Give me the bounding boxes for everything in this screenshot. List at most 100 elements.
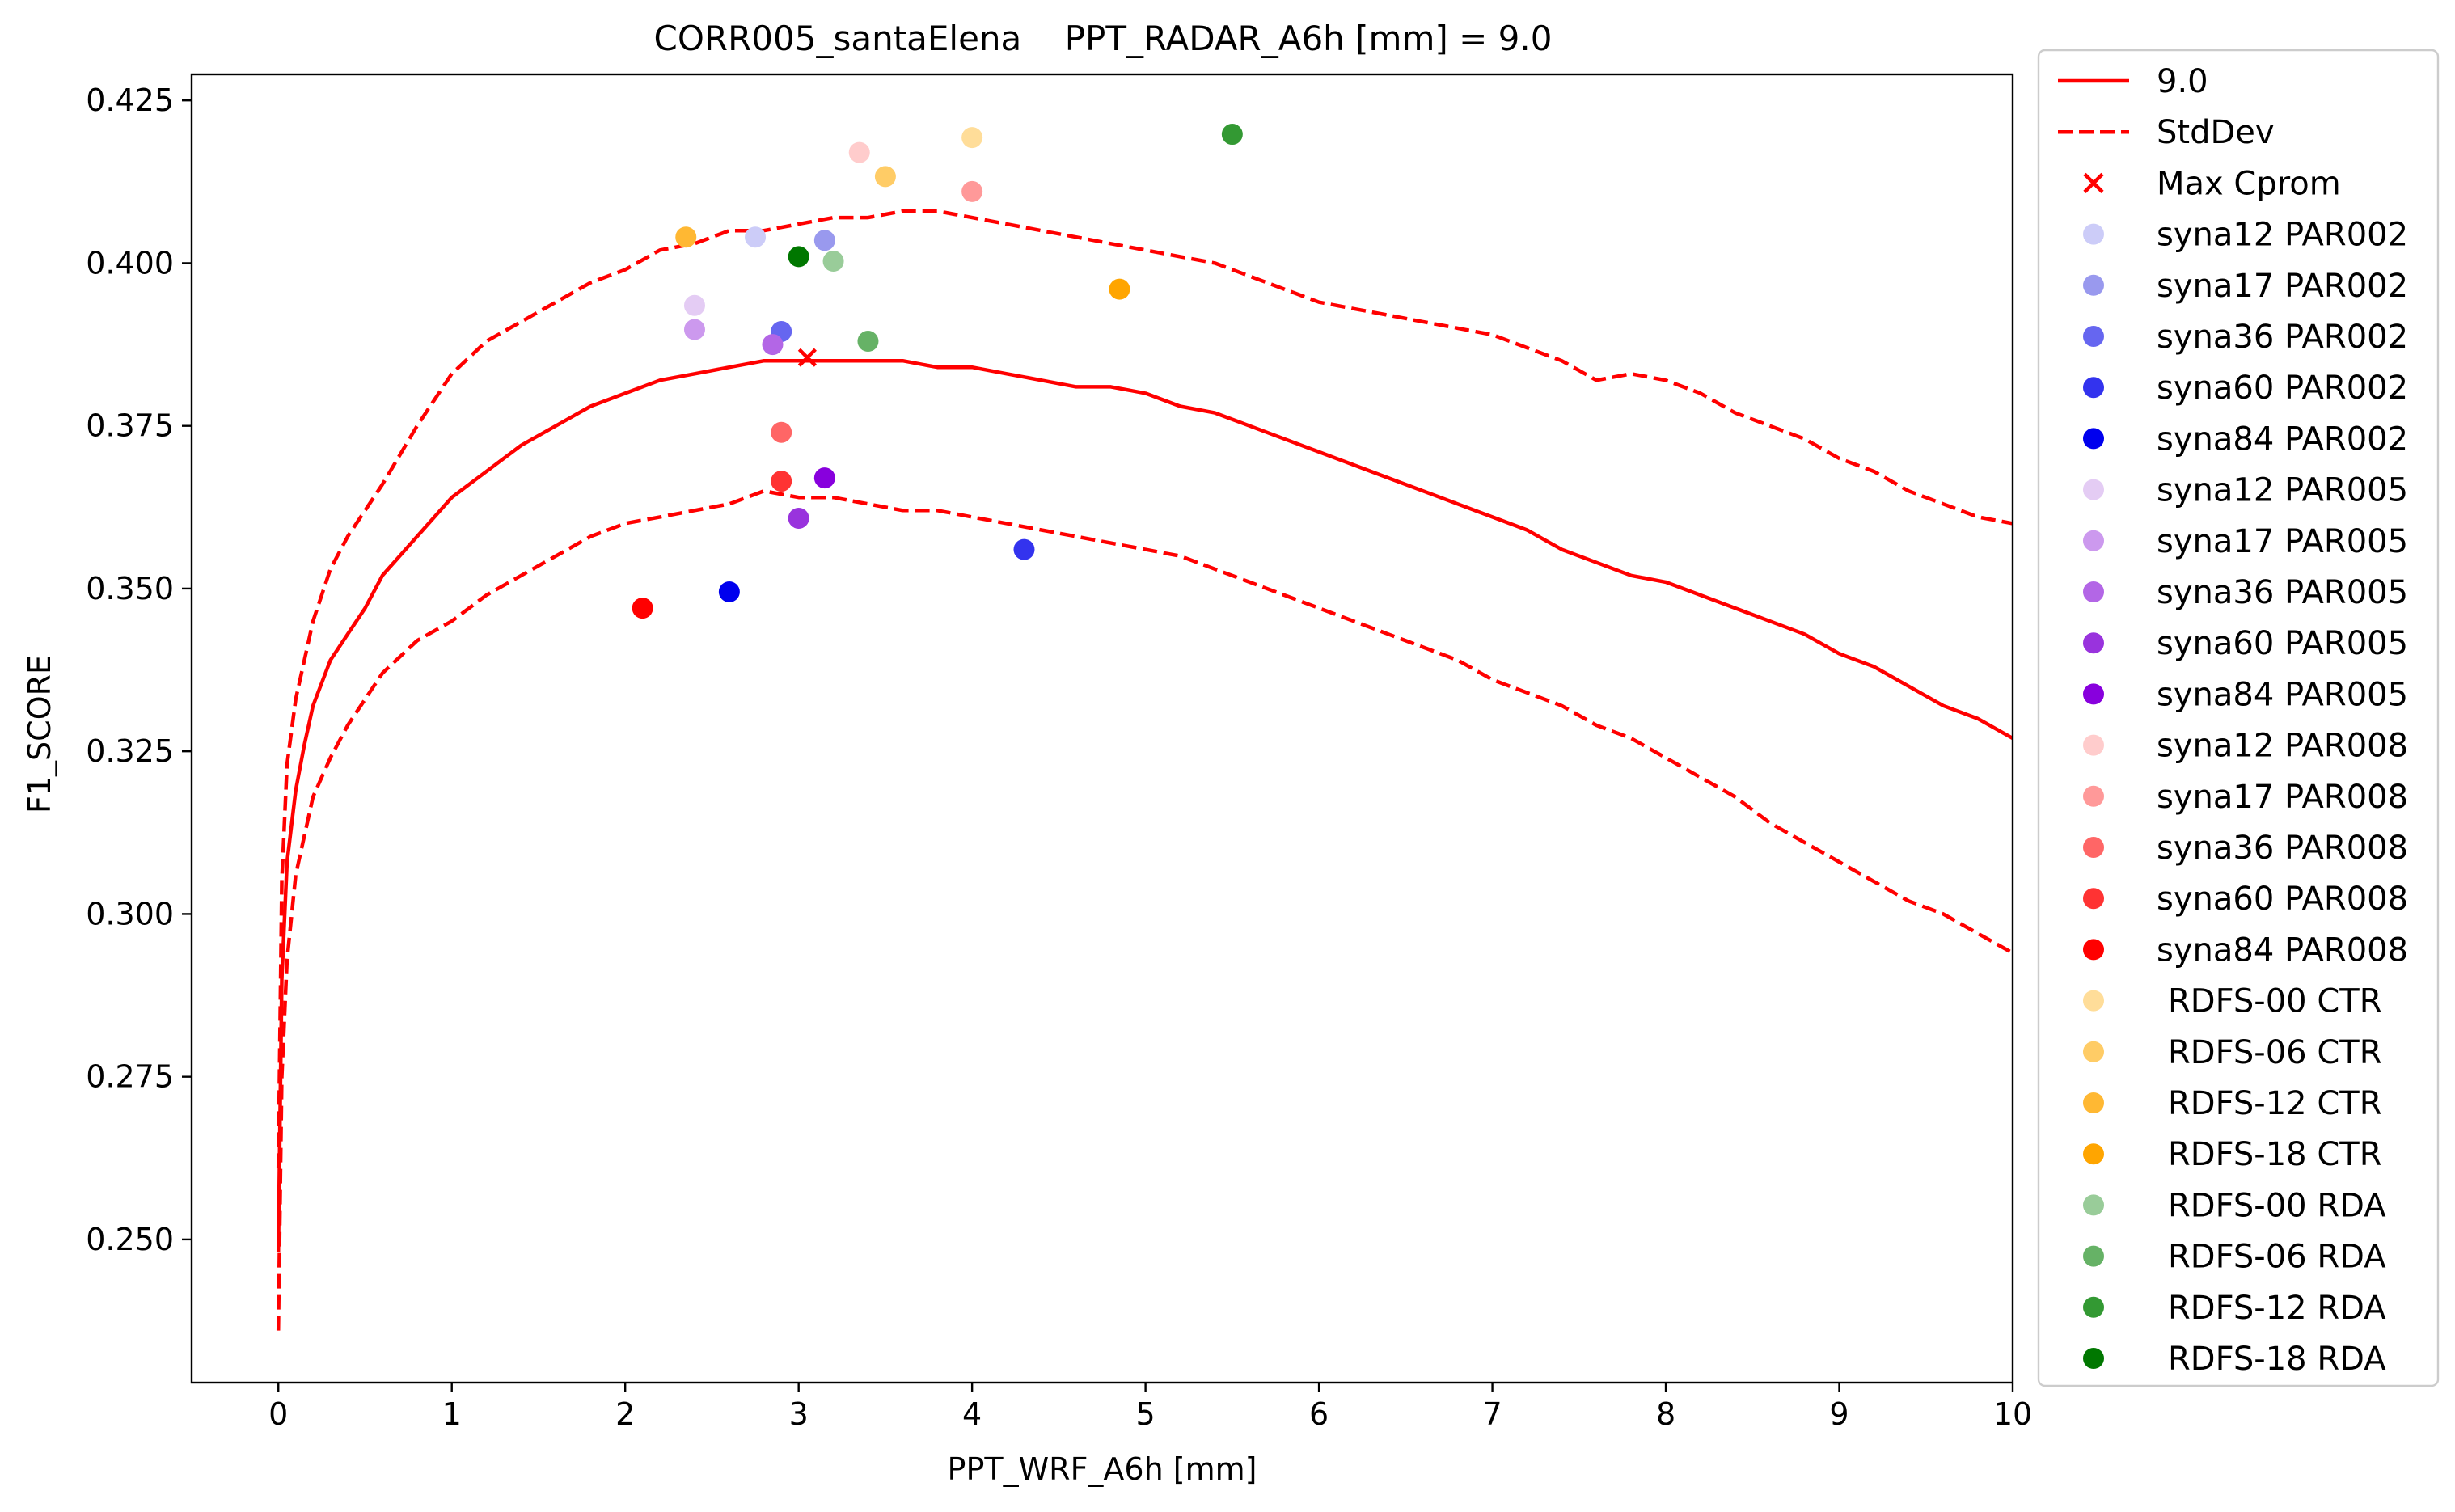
- x-tick-label: 1: [442, 1396, 462, 1432]
- scatter-point-rdfs-00-rda: [822, 251, 844, 272]
- x-tick-label: 4: [962, 1396, 982, 1432]
- legend-label: syna36 PAR005: [2157, 574, 2408, 611]
- x-tick-label: 6: [1309, 1396, 1329, 1432]
- legend-marker-dot: [2083, 1194, 2104, 1216]
- legend-item: StdDev: [2058, 114, 2275, 151]
- legend-item: RDFS-12 CTR: [2083, 1085, 2382, 1122]
- x-tick-label: 10: [1993, 1396, 2032, 1432]
- legend-item: syna60 PAR002: [2083, 370, 2408, 407]
- legend-item: RDFS-18 RDA: [2083, 1341, 2386, 1378]
- legend-label: syna60 PAR008: [2157, 881, 2408, 918]
- legend-label: syna17 PAR002: [2157, 268, 2408, 305]
- legend-item: syna84 PAR008: [2083, 931, 2408, 969]
- legend-marker-dot: [2083, 1092, 2104, 1113]
- legend-marker-dot: [2083, 888, 2104, 910]
- scatter-point-syna12-par002: [745, 226, 767, 248]
- legend-marker-dot: [2083, 530, 2104, 551]
- y-tick-label: 0.250: [86, 1222, 174, 1257]
- stddev-line-1: [276, 209, 2013, 1168]
- legend-item: RDFS-00 RDA: [2083, 1187, 2386, 1224]
- scatter-point-syna36-par005: [762, 334, 784, 356]
- legend-label: syna84 PAR005: [2157, 676, 2408, 713]
- legend-marker-dot: [2083, 1245, 2104, 1267]
- legend-label: syna12 PAR002: [2157, 217, 2408, 254]
- legend-marker-dot: [2083, 479, 2104, 500]
- legend-marker-dot: [2083, 428, 2104, 450]
- legend-label: RDFS-06 RDA: [2168, 1239, 2386, 1276]
- legend-item: RDFS-00 CTR: [2083, 983, 2382, 1020]
- legend-label: syna60 PAR005: [2157, 625, 2408, 662]
- y-tick-label: 0.425: [86, 82, 174, 118]
- x-tick-label: 2: [615, 1396, 635, 1432]
- axis-ticks: 0 1 2 3 4 5 6 7 8 9 10 0.250 0.275 0.300 0.325 0.350 0.3…: [86, 82, 2032, 1432]
- legend-marker-dot: [2083, 939, 2104, 961]
- legend-marker-dot: [2083, 223, 2104, 245]
- legend-item: syna12 PAR005: [2083, 472, 2408, 509]
- scatter-point-syna84-par002: [718, 581, 740, 602]
- scatter-point-rdfs-06-rda: [857, 331, 879, 353]
- legend-item: syna17 PAR008: [2083, 779, 2408, 816]
- legend-item: RDFS-06 CTR: [2083, 1034, 2382, 1071]
- legend-label: 9.0: [2157, 63, 2208, 100]
- scatter-point-syna12-par005: [683, 294, 705, 316]
- legend-label: RDFS-06 CTR: [2168, 1034, 2382, 1071]
- scatter-point-syna17-par005: [683, 319, 705, 340]
- y-tick-label: 0.275: [86, 1059, 174, 1095]
- legend-label: syna84 PAR008: [2157, 931, 2408, 969]
- legend-label: RDFS-00 RDA: [2168, 1187, 2386, 1224]
- mean-line: [276, 358, 2013, 1253]
- scatter-point-rdfs-06-ctr: [874, 166, 896, 188]
- y-tick-label: 0.350: [86, 571, 174, 606]
- scatter-point-rdfs-12-ctr: [675, 226, 697, 248]
- x-tick-label: 9: [1829, 1396, 1849, 1432]
- legend-marker-dot: [2083, 326, 2104, 347]
- legend-item: syna84 PAR002: [2083, 420, 2408, 458]
- legend-item: syna60 PAR005: [2083, 625, 2408, 662]
- legend-frame: [2037, 49, 2440, 1387]
- legend-label: RDFS-00 CTR: [2168, 983, 2382, 1020]
- x-tick-label: 0: [268, 1396, 288, 1432]
- legend-marker-dot: [2083, 1296, 2104, 1318]
- legend-label: RDFS-12 RDA: [2168, 1290, 2386, 1327]
- legend-item: syna36 PAR005: [2083, 574, 2408, 611]
- legend-label: Max Cprom: [2157, 165, 2341, 202]
- legend-marker-dot: [2083, 683, 2104, 705]
- scatter-point-rdfs-12-rda: [1221, 124, 1243, 146]
- legend-marker-dot: [2083, 581, 2104, 602]
- stddev-line-2: [276, 488, 2013, 1331]
- scatter-point-syna60-par008: [771, 471, 792, 492]
- y-tick-label: 0.400: [86, 245, 174, 281]
- legend-item: 9.0: [2058, 63, 2208, 100]
- y-axis-label: F1_SCORE: [22, 655, 57, 813]
- y-tick-label: 0.375: [86, 408, 174, 444]
- legend-label: syna60 PAR002: [2157, 370, 2408, 407]
- legend-marker-dot: [2083, 1041, 2104, 1062]
- x-tick-label: 7: [1482, 1396, 1502, 1432]
- scatter-point-syna60-par002: [1013, 538, 1035, 560]
- chart-title: CORR005_santaElena PPT_RADAR_A6h [mm] = …: [654, 19, 1553, 58]
- legend: 9.0 StdDev Max Cprom syna12 PAR002 syna17 PA…: [2037, 49, 2440, 1387]
- legend-marker-dot: [2083, 785, 2104, 807]
- scatter-point-syna17-par002: [813, 230, 835, 251]
- scatter-point-syna84-par008: [632, 598, 653, 619]
- legend-item: syna12 PAR002: [2083, 217, 2408, 254]
- plot-frame: [190, 73, 2014, 1384]
- x-tick-label: 3: [789, 1396, 809, 1432]
- legend-label: syna12 PAR008: [2157, 728, 2408, 765]
- scatter-point-syna84-par005: [813, 467, 835, 489]
- legend-label: StdDev: [2157, 114, 2275, 151]
- scatter-point-syna36-par008: [771, 421, 792, 443]
- scatter-point-syna12-par008: [848, 141, 870, 163]
- scatter-point-rdfs-00-ctr: [961, 127, 983, 149]
- legend-marker-dot: [2083, 274, 2104, 296]
- max-cprom-marker: [797, 348, 817, 367]
- scatter-point-rdfs-18-ctr: [1109, 278, 1130, 300]
- legend-item: syna17 PAR005: [2083, 523, 2408, 560]
- x-tick-label: 8: [1656, 1396, 1675, 1432]
- legend-marker-dot: [2083, 837, 2104, 858]
- legend-marker-dot: [2083, 632, 2104, 654]
- scatter-point-rdfs-18-rda: [788, 246, 809, 268]
- legend-marker-dot: [2083, 1143, 2104, 1165]
- legend-label: syna17 PAR005: [2157, 523, 2408, 560]
